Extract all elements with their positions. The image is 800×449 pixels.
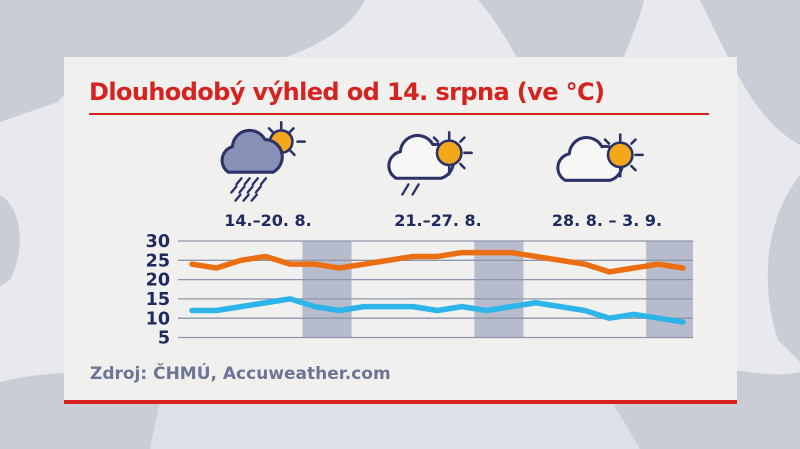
sun-dark-cloud-rain-icon <box>178 119 358 209</box>
y-tick-label: 30 <box>146 232 170 252</box>
y-tick-label: 15 <box>146 290 170 310</box>
period-week1-dates: 14.–20. 8. <box>224 211 312 230</box>
period-week3: 28. 8. – 3. 9. <box>517 119 697 230</box>
weekend-band <box>474 241 524 338</box>
max-temp-line <box>189 249 686 275</box>
weekend-band <box>302 241 352 338</box>
y-tick-label: 5 <box>158 329 170 348</box>
y-tick-label: 10 <box>146 309 170 329</box>
period-week1: 14.–20. 8. <box>178 119 358 230</box>
period-week3-dates: 28. 8. – 3. 9. <box>551 211 663 230</box>
y-tick-label: 20 <box>146 271 170 291</box>
sun-cloud-light-shower-icon <box>348 119 528 209</box>
forecast-card: Dlouhodobý výhled od 14. srpna (ve °C) <box>64 57 737 404</box>
sun-cloud-icon <box>517 119 697 209</box>
y-tick-label: 25 <box>146 251 170 271</box>
page-title: Dlouhodobý výhled od 14. srpna (ve °C) <box>89 78 605 106</box>
period-week2: 21.–27. 8. <box>348 119 528 230</box>
weekend-band <box>646 241 693 338</box>
map-land-highlights <box>150 393 640 449</box>
period-week2-dates: 21.–27. 8. <box>394 211 482 230</box>
min-temp-line <box>189 296 686 325</box>
title-underline <box>89 113 709 115</box>
source-credit: Zdroj: ČHMÚ, Accuweather.com <box>90 364 391 384</box>
